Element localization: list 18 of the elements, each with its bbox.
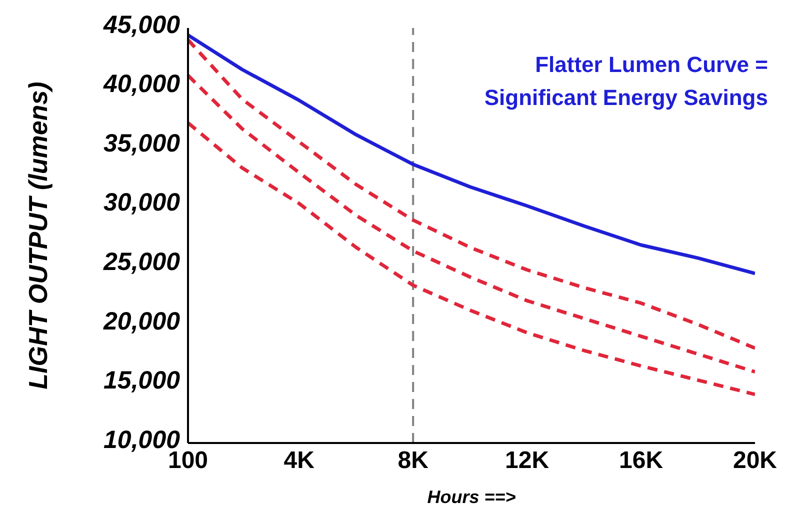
x-tick-label: 4K xyxy=(284,447,316,474)
y-tick-label: 30,000 xyxy=(104,188,180,217)
x-tick-label: 20K xyxy=(732,447,778,474)
y-tick-label: 40,000 xyxy=(102,70,180,98)
line-series xyxy=(188,121,755,396)
x-tick-label: 16K xyxy=(619,447,664,474)
x-tick-label: 8K xyxy=(398,447,430,474)
y-tick-label: 45,000 xyxy=(102,10,180,39)
y-axis-title: LIGHT OUTPUT (lumens) xyxy=(23,82,54,390)
y-tick-label: 25,000 xyxy=(102,248,180,276)
y-tick-label: 35,000 xyxy=(104,129,180,158)
y-tick-label: 15,000 xyxy=(104,366,180,395)
annotation: Flatter Lumen Curve = xyxy=(534,51,768,79)
y-tick-label: 20,000 xyxy=(102,307,180,336)
x-axis-title: Hours ==> xyxy=(427,487,516,507)
annotation: Significant Energy Savings xyxy=(483,84,768,112)
x-tick-label: 100 xyxy=(168,447,208,474)
x-tick-label: 12K xyxy=(505,447,550,474)
